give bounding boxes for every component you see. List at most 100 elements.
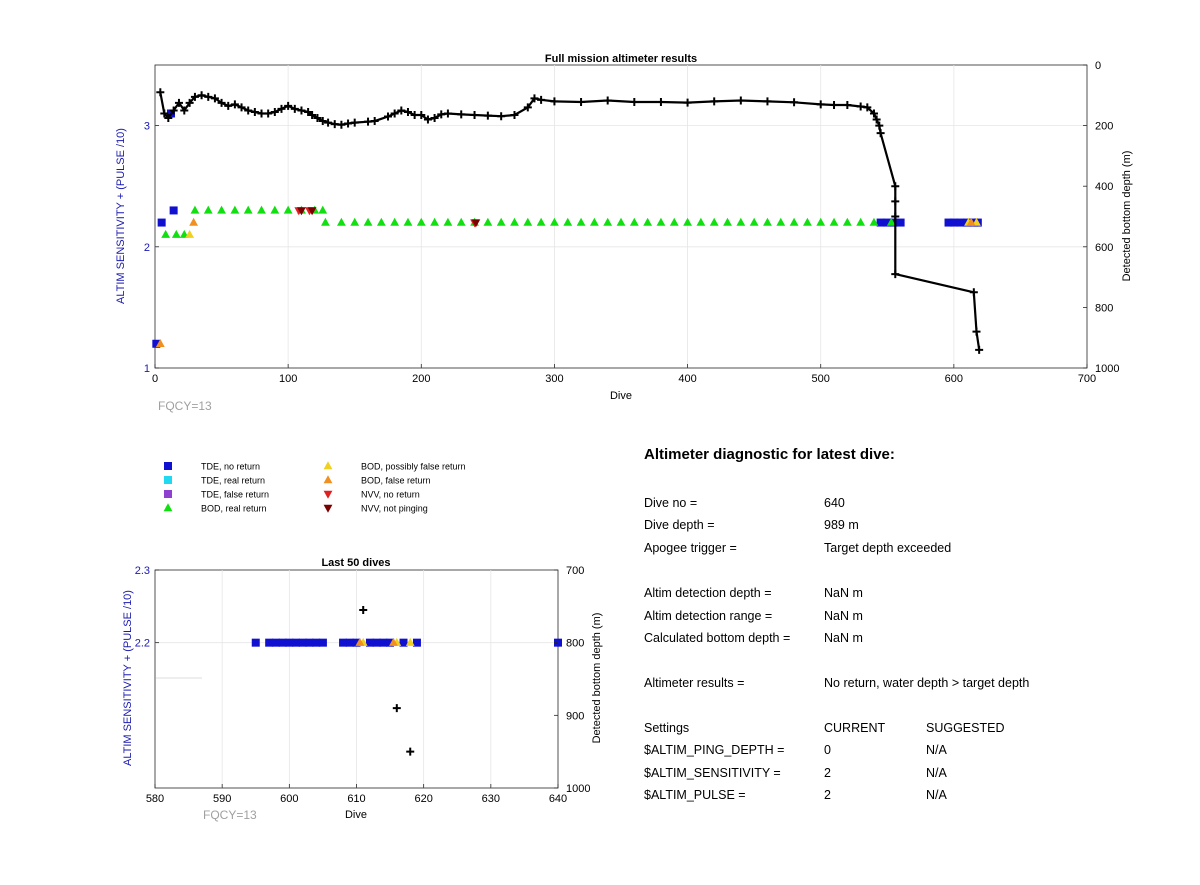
data-point-bod-real-return: [350, 217, 360, 226]
y-right-tick-label: 0: [1095, 60, 1101, 72]
x-tick-label: 600: [280, 793, 298, 805]
data-point-detected-bottom-depth: [443, 109, 452, 118]
data-point-bod-real-return: [829, 217, 839, 226]
data-point-tde-no-return: [312, 638, 321, 647]
data-point-detected-bottom-depth: [510, 110, 519, 119]
data-point-bod-real-return: [283, 205, 293, 214]
data-point-detected-bottom-depth: [392, 704, 401, 713]
data-point-bod-real-return: [483, 217, 493, 226]
diag-label: Apogee trigger =: [644, 541, 737, 555]
y-left-tick-label: 1: [144, 363, 150, 375]
x-tick-label: 500: [812, 373, 830, 385]
data-point-bod-real-return: [243, 205, 253, 214]
data-point-detected-bottom-depth: [390, 109, 399, 118]
legend-swatch-triangle-up-icon: [323, 461, 333, 470]
data-point-tde-no-return: [372, 638, 381, 647]
data-point-detected-bottom-depth: [337, 120, 346, 129]
data-point-detected-bottom-depth: [244, 106, 253, 115]
main-x-ticks: 0 100 200 300 400 500 600 700: [152, 364, 1096, 385]
data-point-bod-false-return: [189, 217, 199, 226]
data-point-tde-no-return: [157, 218, 166, 227]
data-point-bod-real-return: [869, 217, 879, 226]
legend-item-nvv-no-return: NVV, no return: [323, 490, 420, 500]
diagnostic-panel: Altimeter diagnostic for latest dive: Di…: [644, 446, 1164, 802]
x-tick-label: 610: [347, 793, 365, 805]
legend-swatch-square-icon: [164, 476, 172, 484]
setting-suggested: N/A: [926, 743, 947, 757]
y-right-tick-label: 700: [566, 565, 584, 577]
diagnostic-title: Altimeter diagnostic for latest dive:: [644, 446, 895, 463]
data-point-bod-real-return: [203, 205, 213, 214]
data-point-detected-bottom-depth: [869, 109, 878, 118]
data-point-detected-bottom-depth: [350, 118, 359, 127]
settings-header-suggested: SUGGESTED: [926, 721, 1005, 735]
data-point-detected-bottom-depth: [384, 112, 392, 121]
data-point-bod-real-return: [589, 217, 599, 226]
data-point-detected-bottom-depth: [975, 345, 984, 354]
data-point-bod-real-return: [403, 217, 413, 226]
x-tick-label: 640: [549, 793, 567, 805]
diag-value: NaN m: [824, 586, 863, 600]
last50-x-label: Dive: [345, 809, 367, 821]
x-tick-label: 0: [152, 373, 158, 385]
data-point-bod-real-return: [510, 217, 519, 226]
main-y-left-label: ALTIM SENSITIVITY + (PULSE /10): [115, 128, 127, 304]
legend-item-tde-false-return: TDE, false return: [164, 490, 269, 500]
data-point-tde-no-return: [956, 218, 965, 227]
data-point-bod-real-return: [550, 217, 559, 226]
data-point-bod-real-return: [217, 205, 226, 214]
data-point-bod-real-return: [776, 217, 786, 226]
data-point-detected-bottom-depth: [830, 100, 839, 109]
data-point-bod-real-return: [816, 217, 826, 226]
data-point-bod-real-return: [363, 217, 373, 226]
diag-label: Calculated bottom depth =: [644, 631, 791, 645]
series-bod-false-return: [155, 217, 976, 347]
y-left-tick-label: 2.3: [135, 565, 150, 577]
data-point-tde-no-return: [889, 218, 898, 227]
data-point-detected-bottom-depth: [530, 94, 539, 103]
legend-item-bod-possibly-false-return: BOD, possibly false return: [323, 461, 466, 472]
x-tick-label: 400: [678, 373, 696, 385]
data-point-nvv-not-pinging: [307, 207, 317, 216]
last50-marks: [251, 605, 562, 756]
data-point-tde-no-return: [365, 638, 374, 647]
data-point-tde-no-return: [379, 638, 388, 647]
data-point-bod-real-return: [709, 217, 719, 226]
diag-label: Altimeter results =: [644, 676, 745, 690]
data-point-detected-bottom-depth: [270, 107, 279, 116]
legend-label: BOD, possibly false return: [361, 462, 466, 472]
data-point-detected-bottom-depth: [736, 96, 745, 105]
data-point-detected-bottom-depth: [210, 94, 219, 103]
data-point-detected-bottom-depth: [164, 114, 173, 123]
data-point-tde-no-return: [944, 218, 953, 227]
y-right-tick-label: 900: [566, 710, 584, 722]
data-point-tde-no-return: [345, 638, 354, 647]
setting-suggested: N/A: [926, 766, 947, 780]
data-point-detected-bottom-depth: [308, 110, 317, 119]
y-right-tick-label: 600: [1095, 242, 1113, 254]
data-point-detected-bottom-depth: [185, 98, 194, 107]
settings-header-label: Settings: [644, 721, 690, 735]
y-right-tick-label: 400: [1095, 181, 1113, 193]
data-point-tde-no-return: [305, 638, 314, 647]
legend-swatch-triangle-down-icon: [323, 490, 333, 499]
data-point-bod-real-return: [749, 217, 759, 226]
series-detected-bottom-depth: [156, 88, 984, 354]
data-point-bod-real-return: [723, 217, 732, 226]
data-point-detected-bottom-depth: [537, 95, 546, 104]
last50-y-left-ticks: 2.3 2.2: [135, 565, 159, 650]
data-point-bod-real-return: [736, 217, 746, 226]
diag-label: Altim detection depth =: [644, 586, 772, 600]
data-point-detected-bottom-depth: [174, 98, 183, 107]
diag-value: 640: [824, 496, 845, 510]
x-tick-label: 620: [414, 793, 432, 805]
legend-item-tde-real-return: TDE, real return: [164, 476, 265, 486]
legend-label: TDE, false return: [201, 490, 269, 500]
data-point-detected-bottom-depth: [550, 97, 559, 106]
legend-label: TDE, real return: [201, 476, 265, 486]
legend-label: BOD, real return: [201, 504, 267, 514]
legend-swatch-square-icon: [164, 490, 172, 498]
main-chart-title: Full mission altimeter results: [545, 53, 697, 65]
setting-current: 2: [824, 788, 831, 802]
data-point-tde-no-return: [352, 638, 361, 647]
